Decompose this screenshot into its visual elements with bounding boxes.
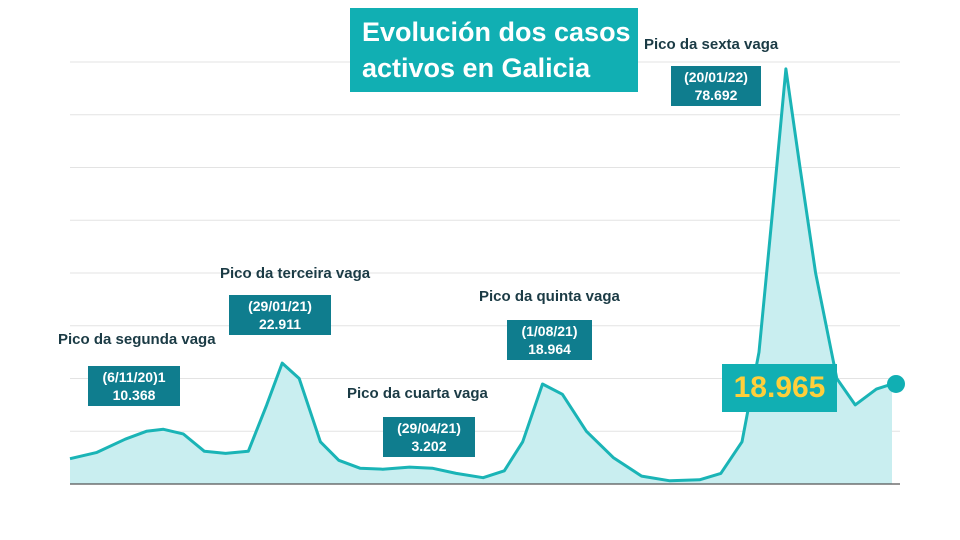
peak-value-segunda: 10.368	[112, 387, 156, 403]
peak-box-sexta: (20/01/22) 78.692	[671, 66, 761, 106]
peak-box-quinta: (1/08/21) 18.964	[507, 320, 592, 360]
peak-label-segunda: Pico da segunda vaga	[58, 331, 216, 348]
peak-value-terceira: 22.911	[258, 316, 302, 332]
series-line	[69, 67, 893, 483]
peak-value-sexta: 78.692	[694, 87, 738, 103]
peak-label-quinta: Pico da quinta vaga	[479, 288, 620, 305]
peak-value-cuarta: 3.202	[411, 438, 447, 454]
peak-value-quinta: 18.964	[528, 341, 571, 357]
peak-label-terceira: Pico da terceira vaga	[220, 265, 371, 282]
peak-box-segunda: (6/11/20)1 10.368	[88, 366, 180, 406]
series-area	[70, 68, 892, 485]
peak-box-terceira: (29/01/21) 22.911	[229, 295, 331, 335]
current-value-marker	[887, 374, 905, 393]
chart-title: Evolución dos casos activos en Galicia	[350, 8, 638, 92]
peak-date-cuarta: (29/04/21)	[397, 420, 461, 436]
peak-date-quinta: (1/08/21)	[521, 323, 578, 339]
peak-date-sexta: (20/01/22)	[684, 69, 748, 85]
peak-label-sexta: Pico da sexta vaga	[644, 36, 779, 53]
peak-date-segunda: (6/11/20)1	[102, 369, 166, 385]
peak-date-terceira: (29/01/21)	[248, 298, 312, 314]
peak-label-cuarta: Pico da cuarta vaga	[347, 385, 488, 402]
chart-title-line2: activos en Galicia	[362, 53, 591, 83]
current-value-badge: 18.965	[722, 364, 837, 412]
chart-title-line1: Evolución dos casos	[362, 17, 631, 47]
peak-box-cuarta: (29/04/21) 3.202	[383, 417, 475, 457]
